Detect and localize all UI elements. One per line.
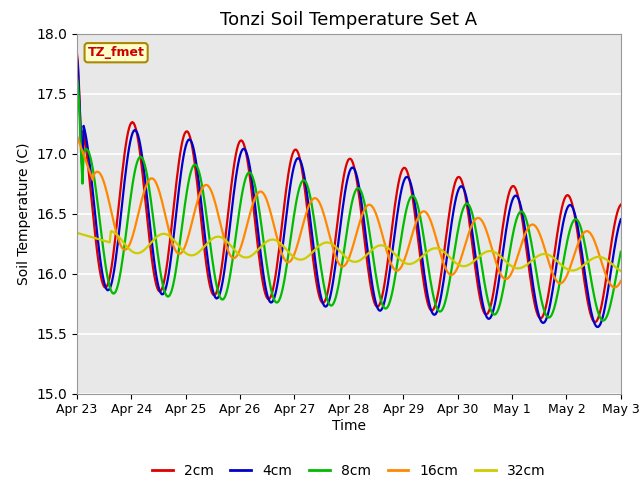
8cm	[600, 318, 607, 324]
Legend: 2cm, 4cm, 8cm, 16cm, 32cm: 2cm, 4cm, 8cm, 16cm, 32cm	[147, 458, 551, 480]
2cm	[617, 202, 625, 207]
2cm	[302, 197, 310, 203]
32cm	[474, 255, 481, 261]
2cm	[73, 48, 81, 54]
2cm	[473, 274, 481, 280]
8cm	[302, 180, 310, 186]
16cm	[611, 285, 619, 290]
4cm	[595, 324, 602, 330]
Line: 2cm: 2cm	[77, 51, 621, 322]
2cm	[567, 197, 575, 203]
Text: TZ_fmet: TZ_fmet	[88, 46, 145, 59]
2cm	[591, 319, 598, 325]
Line: 32cm: 32cm	[77, 231, 621, 271]
16cm	[567, 263, 575, 268]
Y-axis label: Soil Temperature (C): Soil Temperature (C)	[17, 143, 31, 285]
16cm	[617, 278, 625, 284]
32cm	[568, 267, 576, 273]
4cm	[242, 148, 250, 154]
32cm	[404, 261, 412, 267]
8cm	[473, 231, 481, 237]
16cm	[73, 132, 81, 138]
4cm	[403, 174, 411, 180]
8cm	[567, 224, 575, 230]
4cm	[473, 262, 481, 267]
16cm	[242, 226, 250, 232]
4cm	[567, 202, 575, 208]
16cm	[473, 216, 481, 221]
Line: 16cm: 16cm	[77, 135, 621, 288]
2cm	[378, 297, 385, 303]
4cm	[617, 216, 625, 222]
8cm	[242, 174, 250, 180]
32cm	[73, 230, 81, 236]
2cm	[403, 169, 411, 175]
32cm	[303, 254, 311, 260]
Title: Tonzi Soil Temperature Set A: Tonzi Soil Temperature Set A	[220, 11, 477, 29]
X-axis label: Time: Time	[332, 419, 366, 433]
32cm	[243, 254, 251, 260]
32cm	[617, 268, 625, 274]
16cm	[302, 211, 310, 216]
32cm	[378, 242, 386, 248]
4cm	[378, 307, 385, 313]
Line: 4cm: 4cm	[77, 55, 621, 327]
16cm	[378, 228, 385, 233]
32cm	[107, 228, 115, 234]
8cm	[617, 249, 625, 255]
8cm	[378, 298, 385, 304]
8cm	[73, 72, 81, 78]
2cm	[242, 150, 250, 156]
16cm	[403, 248, 411, 254]
4cm	[73, 52, 81, 58]
Line: 8cm: 8cm	[77, 75, 621, 321]
4cm	[302, 185, 310, 191]
8cm	[403, 203, 411, 209]
